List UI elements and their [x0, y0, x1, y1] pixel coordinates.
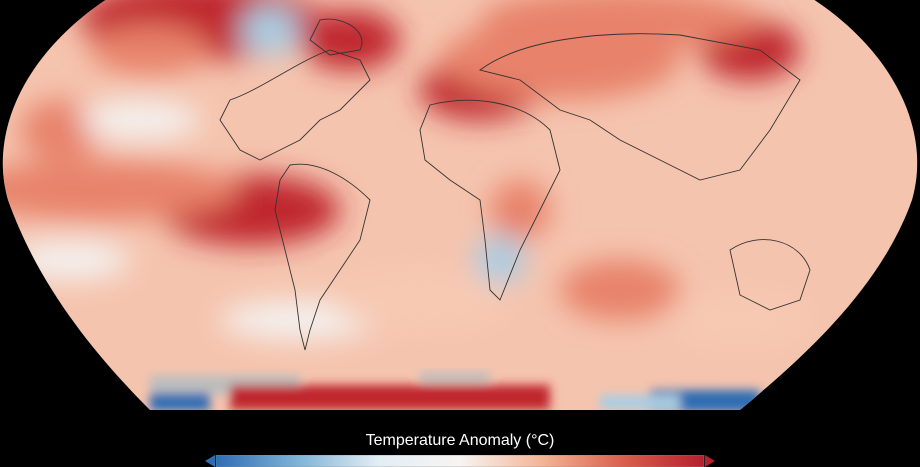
anomaly-region	[10, 240, 130, 280]
map-field	[2, 0, 918, 410]
antarctic-anomaly-region	[420, 372, 490, 382]
anomaly-region	[90, 25, 210, 75]
antarctic-anomaly-region	[230, 385, 550, 410]
anomaly-region	[490, 180, 550, 240]
colorbar-max-arrow	[705, 455, 715, 467]
antarctic-anomaly-region	[600, 395, 680, 410]
colorbar	[205, 455, 715, 467]
anomaly-region	[480, 0, 760, 50]
anomaly-region	[560, 260, 680, 320]
colorbar-gradient	[215, 455, 705, 467]
anomaly-region	[80, 100, 200, 140]
anomaly-region	[330, 270, 510, 330]
anomaly-region	[670, 295, 810, 345]
colorbar-min-arrow	[205, 455, 215, 467]
coastlines	[219, 18, 811, 351]
anomaly-region	[240, 5, 300, 55]
anomaly-region	[2, 160, 240, 220]
anomaly-region	[20, 100, 100, 160]
anomaly-region	[475, 235, 525, 285]
legend-title: Temperature Anomaly (°C)	[365, 432, 555, 449]
anomaly-region	[300, 10, 400, 70]
antarctic-anomaly-region	[150, 393, 210, 410]
